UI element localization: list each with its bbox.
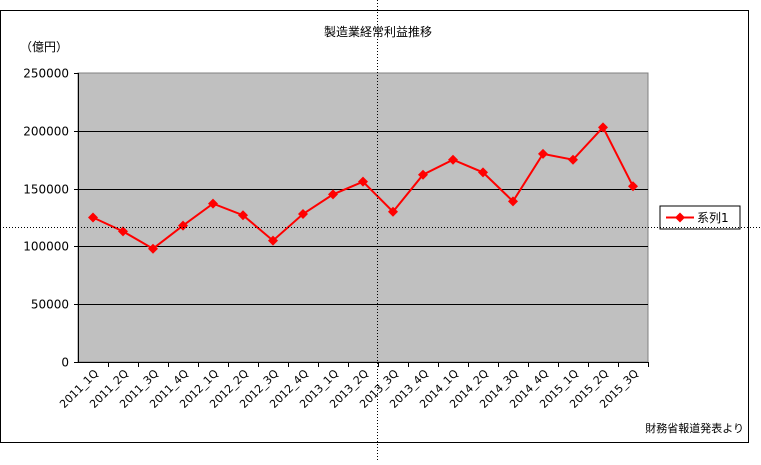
data-point: [568, 154, 578, 165]
data-point: [598, 122, 608, 133]
plot-area: [77, 72, 649, 363]
y-tick-label: 150000: [23, 183, 69, 197]
gridlines: [78, 73, 648, 363]
data-point: [148, 243, 158, 254]
y-axis-label: （億円）: [20, 40, 68, 54]
data-point: [208, 198, 218, 209]
data-point: [238, 210, 248, 221]
data-point: [418, 169, 428, 180]
legend: 系列1: [659, 205, 741, 230]
y-tick-label: 100000: [23, 240, 69, 254]
data-point: [358, 176, 368, 187]
data-point: [538, 148, 548, 159]
y-tick-label: 200000: [23, 125, 69, 139]
data-point: [478, 167, 488, 178]
y-tick-label: 50000: [31, 298, 69, 312]
data-point: [268, 235, 278, 246]
data-point: [388, 206, 398, 217]
data-point: [508, 196, 518, 207]
data-point: [88, 212, 98, 223]
legend-entry-label: 系列1: [697, 211, 729, 225]
data-point: [178, 220, 188, 231]
legend-diamond-marker: [675, 212, 685, 223]
legend-box: [659, 205, 741, 230]
data-point: [298, 209, 308, 220]
y-tick-label: 250000: [23, 67, 69, 81]
source-note: 財務省報道発表より: [645, 421, 744, 435]
data-point: [328, 189, 338, 200]
data-point: [448, 154, 458, 165]
data-point: [628, 181, 638, 192]
chart-title: 製造業経常利益推移: [324, 25, 432, 39]
data-point: [118, 226, 128, 237]
y-tick-label: 0: [61, 356, 69, 370]
series-layer: [88, 122, 638, 254]
y-tick-labels: 0 50000 100000 150000 200000 250000: [23, 67, 78, 370]
